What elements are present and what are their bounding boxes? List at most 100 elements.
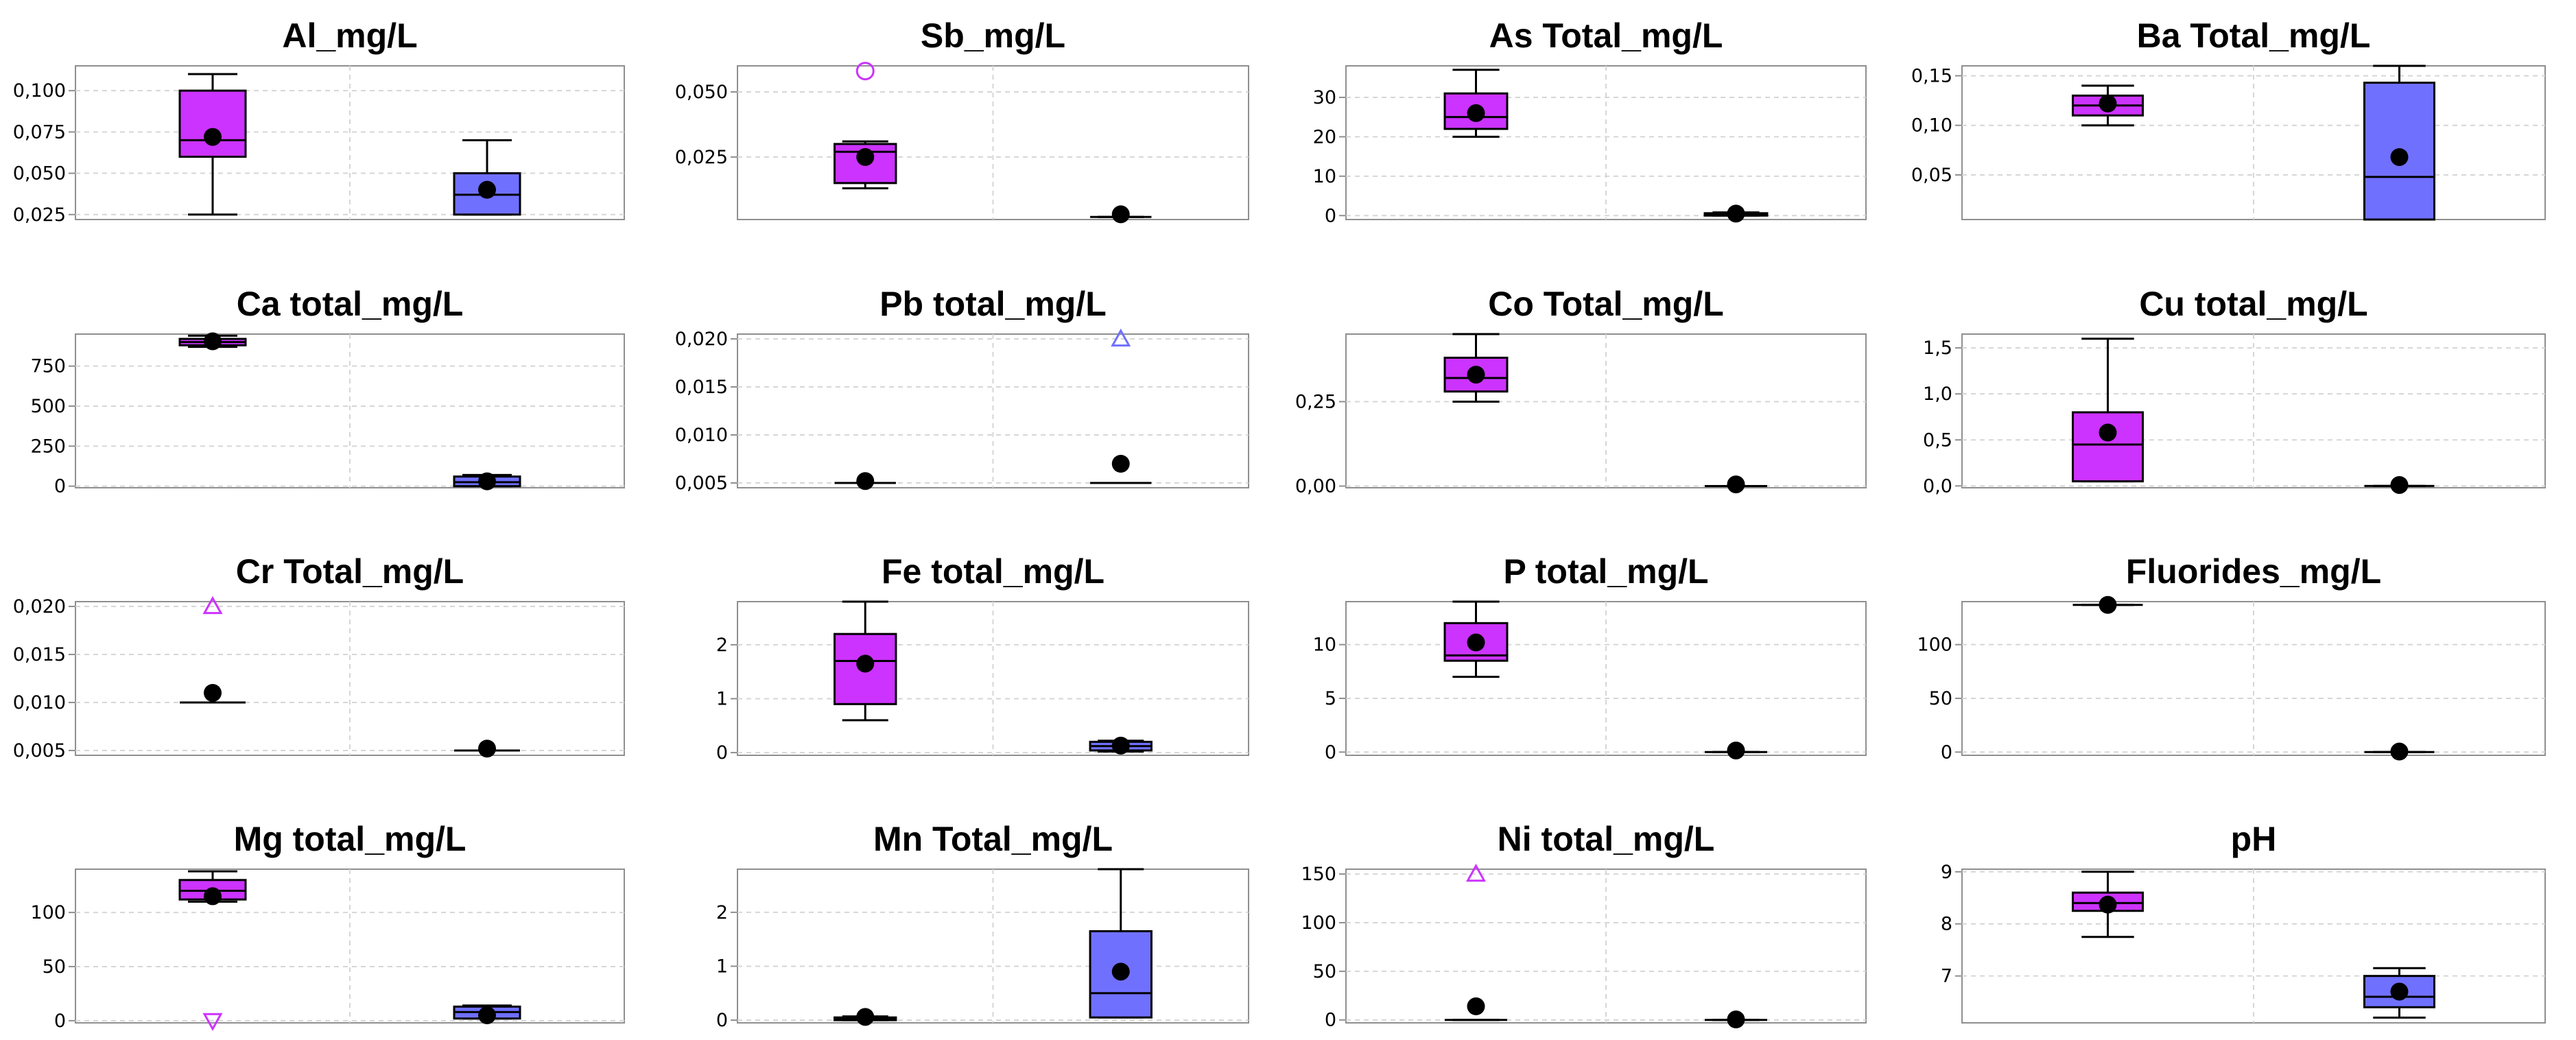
mean-marker	[478, 1006, 496, 1024]
plot-area	[1345, 868, 1867, 1024]
chart-panel: Fluorides_mg/L 0 50 100	[1917, 552, 2546, 763]
outlier-marker	[1111, 328, 1131, 347]
mean-marker	[1467, 633, 1485, 652]
y-tick-label: 0	[716, 742, 728, 764]
y-tick-label: 0,020	[13, 596, 66, 617]
chart-title: Pb total_mg/L	[879, 285, 1107, 323]
chart-panel: Pb total_mg/L 0,005 0,010 0,015 0,020	[675, 285, 1249, 494]
plot-area	[75, 333, 625, 488]
y-tick-label: 50	[1313, 961, 1336, 982]
outlier-marker	[1465, 863, 1487, 882]
y-tick-label: 0,00	[1295, 476, 1336, 497]
y-tick-label: 150	[1301, 864, 1336, 885]
mean-marker	[1467, 997, 1485, 1015]
mean-marker	[1467, 104, 1485, 122]
mean-marker	[856, 654, 875, 673]
y-tick-label: 0,010	[675, 425, 728, 446]
y-tick-label: 250	[30, 436, 66, 457]
plot-area	[737, 333, 1249, 488]
y-tick-label: 2	[716, 635, 728, 656]
y-tick-label: 9	[1941, 862, 1952, 883]
plot-area	[737, 601, 1249, 756]
y-tick-label: 0,025	[675, 147, 728, 168]
mean-marker	[1111, 205, 1130, 224]
y-tick-label: 0,005	[675, 473, 728, 494]
outlier-marker	[202, 1013, 223, 1031]
chart-panel: Mg total_mg/L 0 50 100	[30, 820, 625, 1032]
mean-marker	[1111, 736, 1130, 755]
y-tick-label: 0	[1325, 742, 1336, 763]
y-tick-label: 100	[1301, 912, 1336, 934]
mean-marker	[2390, 147, 2409, 166]
mean-marker	[478, 740, 496, 758]
chart-panel: Ba Total_mg/L 0,05 0,10 0,15	[1911, 16, 2546, 221]
y-tick-label: 0,005	[13, 740, 66, 761]
mean-marker	[856, 472, 875, 491]
y-tick-label: 8	[1941, 914, 1952, 935]
mean-marker	[204, 887, 222, 906]
plot-area	[1961, 333, 2546, 488]
mean-marker	[1111, 455, 1130, 473]
plot-area	[75, 65, 625, 220]
y-tick-label: 0,050	[13, 163, 66, 185]
chart-title: Al_mg/L	[282, 16, 417, 55]
chart-panel: pH 7 8 9	[1941, 820, 2546, 1024]
y-tick-label: 750	[30, 356, 66, 377]
y-tick-label: 0,25	[1295, 391, 1336, 412]
mean-marker	[204, 684, 222, 702]
mean-marker	[2390, 982, 2409, 1001]
y-tick-label: 0	[54, 1011, 66, 1032]
chart-title: Fe total_mg/L	[882, 552, 1104, 591]
plot-area	[75, 868, 625, 1024]
mean-marker	[1727, 204, 1745, 223]
plot-area	[737, 65, 1249, 220]
chart-panel: Ni total_mg/L 0 50 100 150	[1301, 820, 1867, 1031]
mean-marker	[1467, 366, 1485, 384]
y-tick-label: 0,05	[1911, 165, 1952, 186]
mean-marker	[2390, 742, 2409, 761]
y-tick-label: 0,075	[13, 121, 66, 143]
y-tick-label: 0,15	[1911, 65, 1952, 86]
y-tick-label: 0,10	[1911, 115, 1952, 137]
chart-panel: Cr Total_mg/L 0,005 0,010 0,015 0,020	[13, 552, 625, 761]
plot-area	[1345, 65, 1867, 220]
chart-panel: Mn Total_mg/L 0 1 2	[716, 820, 1249, 1031]
chart-title: Mn Total_mg/L	[873, 820, 1113, 858]
plot-area	[1345, 601, 1867, 756]
y-tick-label: 1	[716, 956, 728, 977]
plot-area	[1961, 601, 2546, 756]
y-tick-label: 0,025	[13, 204, 66, 226]
y-tick-label: 0,5	[1923, 429, 1952, 451]
y-tick-label: 0	[1325, 205, 1336, 226]
y-tick-label: 0,020	[675, 329, 728, 350]
y-tick-label: 0,010	[13, 692, 66, 713]
y-tick-label: 1,5	[1923, 338, 1952, 359]
y-tick-label: 10	[1313, 166, 1336, 187]
chart-title: Fluorides_mg/L	[2126, 552, 2381, 591]
iqr-box	[178, 89, 247, 158]
y-tick-label: 100	[30, 902, 66, 923]
y-tick-label: 5	[1325, 688, 1336, 709]
chart-title: Co Total_mg/L	[1488, 285, 1724, 323]
chart-title: Cu total_mg/L	[2139, 285, 2367, 323]
y-tick-label: 0	[54, 476, 66, 497]
plot-area	[1961, 65, 2546, 220]
mean-marker	[856, 147, 875, 166]
chart-panel: As Total_mg/L 0 10 20 30	[1313, 16, 1867, 226]
iqr-box	[834, 633, 897, 705]
chart-panel: Al_mg/L 0,025 0,050 0,075 0,100	[13, 16, 625, 226]
mean-marker	[478, 180, 496, 199]
mean-marker	[2390, 475, 2409, 494]
y-tick-label: 0	[1941, 742, 1952, 763]
chart-panel: Co Total_mg/L 0,00 0,25	[1295, 285, 1867, 497]
iqr-box	[2072, 411, 2144, 483]
plot-area	[75, 601, 625, 756]
y-tick-label: 1	[716, 688, 728, 709]
chart-title: As Total_mg/L	[1489, 16, 1723, 55]
y-tick-label: 100	[1917, 635, 1952, 656]
y-tick-label: 0,100	[13, 80, 66, 102]
mean-marker	[2099, 423, 2117, 442]
y-tick-label: 7	[1941, 966, 1952, 987]
outlier-marker	[202, 595, 223, 615]
y-tick-label: 500	[30, 396, 66, 417]
